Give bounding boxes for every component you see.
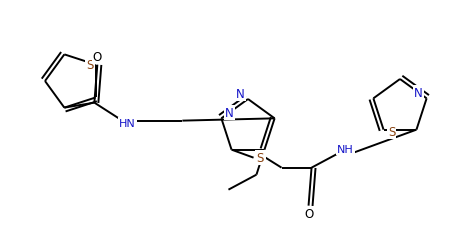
Text: O: O <box>304 207 313 220</box>
Text: N: N <box>225 106 234 119</box>
Text: N: N <box>414 86 423 99</box>
Text: S: S <box>388 126 395 139</box>
Text: N: N <box>256 152 265 164</box>
Text: HN: HN <box>119 118 136 128</box>
Text: S: S <box>86 59 93 72</box>
Text: N: N <box>235 87 245 100</box>
Text: NH: NH <box>337 144 354 154</box>
Text: S: S <box>256 152 263 164</box>
Text: O: O <box>93 51 102 64</box>
